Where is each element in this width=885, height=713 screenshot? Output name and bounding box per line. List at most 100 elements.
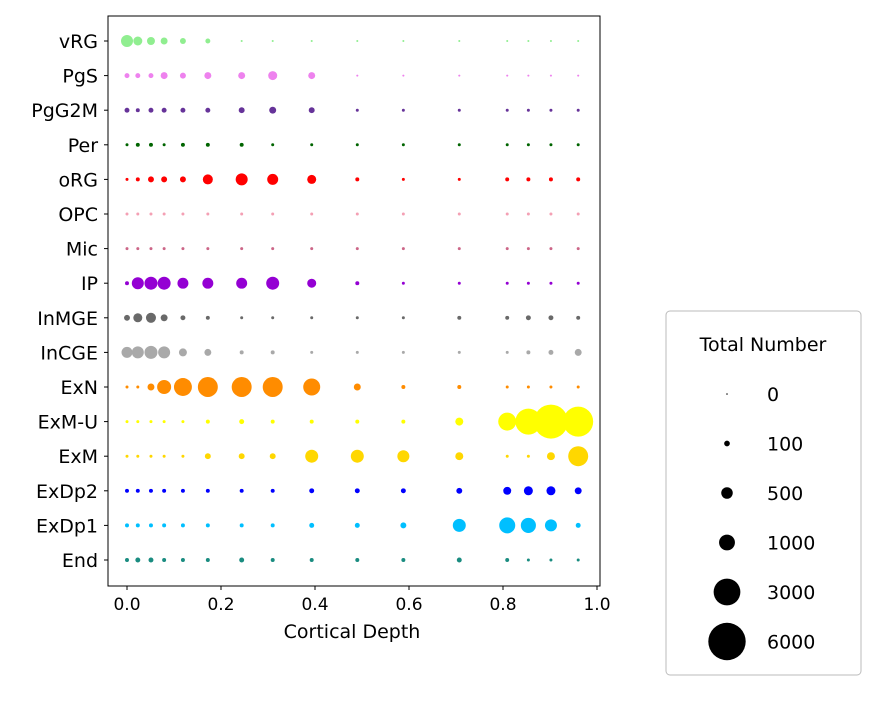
- dot-exm-9: [350, 449, 364, 463]
- dot-org-12: [505, 177, 510, 182]
- dot-inmge-0: [124, 314, 130, 321]
- dot-exm-12: [505, 454, 509, 458]
- dot-inmge-7: [271, 316, 275, 320]
- dot-exdp2-14: [546, 486, 556, 496]
- dot-pgs-2: [148, 73, 154, 79]
- dot-mic-6: [240, 247, 244, 251]
- dot-exn-1: [136, 385, 140, 389]
- dot-end-8: [309, 558, 314, 562]
- dot-exdp1-1: [135, 523, 140, 528]
- dot-opc-14: [549, 212, 553, 216]
- dot-opc-0: [125, 212, 129, 216]
- dot-exdp1-14: [544, 519, 557, 532]
- dot-exdp1-3: [162, 523, 167, 528]
- dot-exdp2-0: [125, 488, 129, 493]
- legend-title: Total Number: [699, 334, 827, 356]
- dot-incge-4: [178, 348, 187, 357]
- dot-pgs-5: [204, 72, 212, 80]
- dot-end-6: [239, 557, 245, 563]
- dot-exm-10: [397, 450, 410, 463]
- dot-per-0: [125, 143, 129, 147]
- dot-per-2: [148, 142, 153, 147]
- dot-opc-8: [310, 212, 314, 216]
- dot-pgg2m-0: [124, 107, 130, 113]
- dot-exm-u-12: [498, 412, 517, 431]
- dot-inmge-11: [457, 315, 462, 320]
- dot-ip-11: [457, 281, 461, 285]
- dot-exm-u-8: [309, 419, 314, 424]
- dot-ip-8: [307, 278, 317, 288]
- dot-org-1: [135, 177, 140, 182]
- dot-ip-5: [202, 277, 214, 289]
- dot-exdp1-12: [499, 517, 516, 534]
- dot-exm-2: [149, 454, 153, 458]
- y-tick-label: OPC: [58, 204, 98, 226]
- dot-pgg2m-11: [457, 108, 461, 112]
- dot-mic-0: [125, 247, 129, 251]
- dot-exm-13: [526, 454, 530, 458]
- legend-frame: [665, 310, 862, 676]
- dot-mic-15: [576, 247, 580, 251]
- dot-pgg2m-6: [238, 107, 245, 114]
- dot-mic-13: [526, 247, 530, 251]
- dot-ip-1: [131, 277, 144, 290]
- dot-incge-11: [457, 350, 461, 354]
- dot-opc-2: [149, 212, 153, 216]
- dot-per-13: [526, 143, 530, 147]
- legend-entries: 0 100 500 1000 3000 6000: [708, 384, 815, 661]
- dot-org-5: [202, 174, 213, 185]
- dot-per-5: [205, 142, 210, 147]
- dot-pgg2m-7: [269, 106, 277, 114]
- x-tick-label: 0.2: [207, 595, 234, 615]
- dot-exm-15: [568, 446, 589, 467]
- dot-exdp1-11: [452, 518, 466, 532]
- dot-end-4: [180, 558, 185, 562]
- dot-incge-12: [505, 350, 509, 354]
- dot-end-5: [205, 558, 210, 562]
- dot-mic-12: [505, 247, 509, 251]
- dot-vrg-5: [205, 38, 211, 44]
- dot-per-3: [162, 143, 166, 147]
- dot-end-15: [576, 558, 580, 562]
- dot-exn-12: [505, 385, 509, 389]
- dot-inmge-13: [525, 315, 531, 321]
- dot-exdp2-8: [309, 488, 315, 494]
- dot-pgg2m-5: [205, 107, 211, 113]
- y-tick-label: ExN: [61, 377, 98, 399]
- y-tick-label: vRG: [59, 31, 98, 53]
- dot-exdp1-8: [309, 522, 315, 528]
- dot-ip-12: [505, 281, 509, 285]
- dot-end-3: [162, 558, 167, 562]
- dot-pgg2m-14: [549, 108, 553, 112]
- dot-org-7: [267, 173, 279, 185]
- dot-exdp2-10: [400, 488, 406, 494]
- dot-exdp2-6: [239, 488, 244, 493]
- dot-incge-1: [131, 346, 144, 359]
- dot-exm-u-13: [515, 408, 542, 435]
- dot-exdp2-12: [503, 486, 512, 495]
- dot-opc-10: [401, 212, 405, 216]
- dot-end-1: [135, 557, 141, 563]
- dot-exdp2-2: [148, 488, 153, 493]
- dot-inmge-2: [145, 312, 156, 323]
- dot-exn-2: [147, 383, 155, 391]
- dot-org-2: [148, 176, 154, 183]
- dot-ip-10: [401, 281, 405, 285]
- dot-end-9: [355, 558, 360, 562]
- dot-exn-6: [231, 377, 252, 397]
- dot-pgs-14: [549, 74, 552, 77]
- dot-end-14: [549, 558, 553, 562]
- dot-ip-3: [157, 276, 171, 290]
- dot-org-3: [161, 176, 168, 183]
- dot-exn-4: [173, 378, 192, 396]
- dot-exn-14: [549, 385, 553, 389]
- dot-exdp2-3: [162, 488, 167, 493]
- dot-ip-15: [576, 281, 580, 285]
- dot-opc-13: [526, 212, 530, 216]
- dot-exn-7: [262, 377, 283, 397]
- dot-exn-15: [576, 385, 580, 389]
- dot-exm-u-15: [563, 406, 594, 437]
- dot-vrg-15: [577, 39, 580, 43]
- dot-opc-15: [576, 212, 580, 216]
- dot-vrg-8: [310, 39, 313, 43]
